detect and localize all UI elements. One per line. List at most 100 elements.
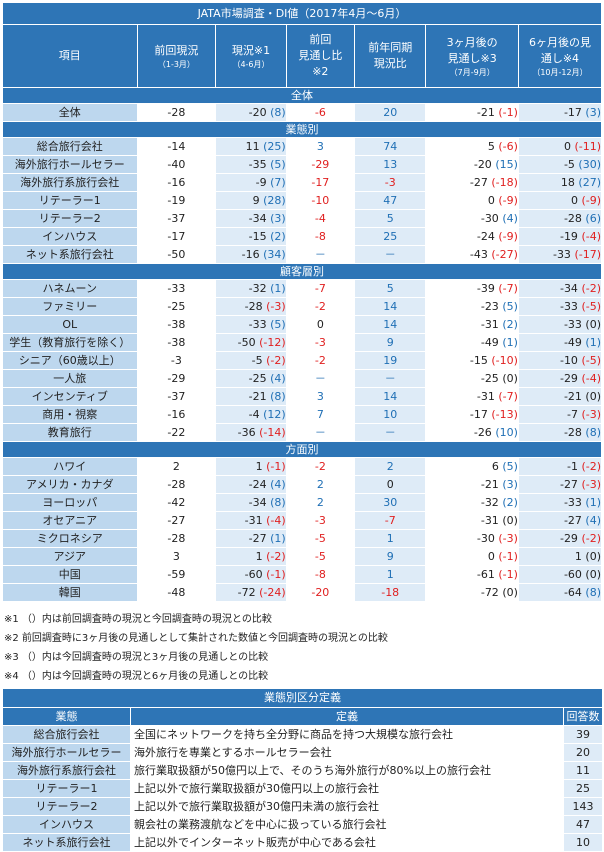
current-cell: -34 (8) [215,493,287,512]
yoy-value: 47 [353,191,427,210]
section-title: 方面別 [2,441,602,458]
prev-value: 3 [136,547,217,566]
row-label: 学生（教育旅行を除く） [2,333,138,352]
table-row: ファミリー -25 -28 (-3) -2 14 -23 (5) -33 (-5) [2,297,603,316]
table-row: アジア 3 1 (-2) -5 9 0 (-1) 1 (0) [2,547,603,566]
six-month-cell: -33 (-17) [517,245,603,264]
vs-forecast-value: 2 [285,493,355,512]
footnote: ※4 （）内は今回調査時の現況と6ヶ月後の見通しとの比較 [4,671,269,682]
current-value: -21 [248,390,267,403]
table-row: 教育旅行 -22 -36 (-14) －－ -26 (10) -28 (8) [2,423,603,442]
six-month-cell: 0 (-9) [517,191,603,210]
six-month-diff: (0) [585,568,601,581]
three-month-cell: -61 (-1) [425,565,519,584]
table-row: 学生（教育旅行を除く） -38 -50 (-12) -3 9 -49 (1) -49 (1) [2,333,603,352]
yoy-value: 5 [353,279,427,298]
current-value: -60 [244,568,263,581]
three-month-value: -31 [480,318,499,331]
six-month-cell: -34 (-2) [517,279,603,298]
row-label: OL [2,315,138,334]
three-month-cell: -27 (-18) [425,173,519,192]
three-month-cell: -31 (-7) [425,387,519,406]
six-month-cell: -7 (-3) [517,405,603,424]
three-month-value: -21 [476,106,495,119]
definition-count: 11 [563,761,603,780]
six-month-cell: -29 (-4) [517,369,603,388]
three-month-value: -23 [480,300,499,313]
vs-forecast-value: -6 [285,103,355,122]
vs-forecast-value: -2 [285,457,355,476]
vs-forecast-value: -5 [285,547,355,566]
current-cell: -21 (8) [215,387,287,406]
prev-value: -48 [136,583,217,602]
table-row: OL -38 -33 (5) 0 14 -31 (2) -33 (0) [2,315,603,334]
six-month-diff: (30) [578,158,601,171]
three-month-diff: (5) [502,300,518,313]
six-month-diff: (-17) [574,248,601,261]
vs-forecast-value: -2 [285,297,355,316]
current-diff: (5) [270,158,286,171]
six-month-cell: -1 (-2) [517,457,603,476]
table-row: リテーラー2 -37 -34 (3) -4 5 -30 (4) -28 (6) [2,209,603,228]
prev-value: -19 [136,191,217,210]
six-month-value: -7 [566,408,578,421]
definition-row: ネット系旅行会社 上記以外でインターネット販売が中心である会社 10 [2,833,603,852]
current-cell: -16 (34) [215,245,287,264]
footnote: ※1 （）内は前回調査時の現況と今回調査時の現況との比較 [4,614,272,625]
definitions-header-row: 業態 定義 回答数 [2,707,603,726]
three-month-value: -31 [480,514,499,527]
yoy-value: 25 [353,227,427,246]
current-cell: -5 (-2) [215,351,287,370]
three-month-value: -21 [480,478,499,491]
row-label: アジア [2,547,138,566]
definition-category: 海外旅行ホールセラー [2,743,131,762]
three-month-cell: -31 (0) [425,511,519,530]
row-label: ミクロネシア [2,529,138,548]
current-diff: (7) [270,176,286,189]
six-month-value: -28 [563,426,582,439]
three-month-diff: (0) [502,514,518,527]
prev-value: -37 [136,387,217,406]
three-month-diff: (15) [495,158,518,171]
table-row: ヨーロッパ -42 -34 (8) 2 30 -32 (2) -33 (1) [2,493,603,512]
current-cell: -24 (4) [215,475,287,494]
six-month-value: -28 [563,212,582,225]
three-month-diff: (-27) [491,248,518,261]
six-month-value: -27 [563,514,582,527]
table-row: 全体 -28 -20 (8) -6 20 -21 (-1) -17 (3) [2,103,603,122]
current-cell: -27 (1) [215,529,287,548]
three-month-value: -31 [476,390,495,403]
definitions-body: 総合旅行会社 全国にネットワークを持ち全分野に商品を持つ大規模な旅行会社 39 海外旅… [2,725,603,852]
six-month-value: -29 [559,372,578,385]
three-month-diff: (0) [502,372,518,385]
current-value: -4 [248,408,260,421]
six-month-diff: (27) [578,176,601,189]
current-value: -20 [248,106,267,119]
current-cell: -50 (-12) [215,333,287,352]
table-row: ミクロネシア -28 -27 (1) -5 1 -30 (-3) -29 (-2) [2,529,603,548]
six-month-value: -1 [566,460,578,473]
three-month-value: 0 [487,194,495,207]
current-value: -24 [248,478,267,491]
three-month-value: -30 [480,212,499,225]
current-cell: -20 (8) [215,103,287,122]
six-month-diff: (0) [585,318,601,331]
six-month-diff: (8) [585,426,601,439]
six-month-cell: -21 (0) [517,387,603,406]
yoy-value: 9 [353,333,427,352]
three-month-cell: 6 (5) [425,457,519,476]
di-table: JATA市場調査・DI値（2017年4月～6月） 項目 前回現況 （1-3月） … [2,2,603,602]
definition-row: 海外旅行ホールセラー 海外旅行を専業とするホールセラー会社 20 [2,743,603,762]
prev-value: -3 [136,351,217,370]
definition-category: インハウス [2,815,131,834]
six-month-value: -19 [559,230,578,243]
six-month-diff: (3) [585,106,601,119]
three-month-diff: (5) [502,460,518,473]
current-diff: (-1) [266,568,286,581]
definition-row: リテーラー1 上記以外で旅行業取扱額が30億円以上の旅行会社 25 [2,779,603,798]
six-month-diff: (-4) [581,230,601,243]
yoy-value: 13 [353,155,427,174]
current-cell: -9 (7) [215,173,287,192]
six-month-value: -60 [563,568,582,581]
